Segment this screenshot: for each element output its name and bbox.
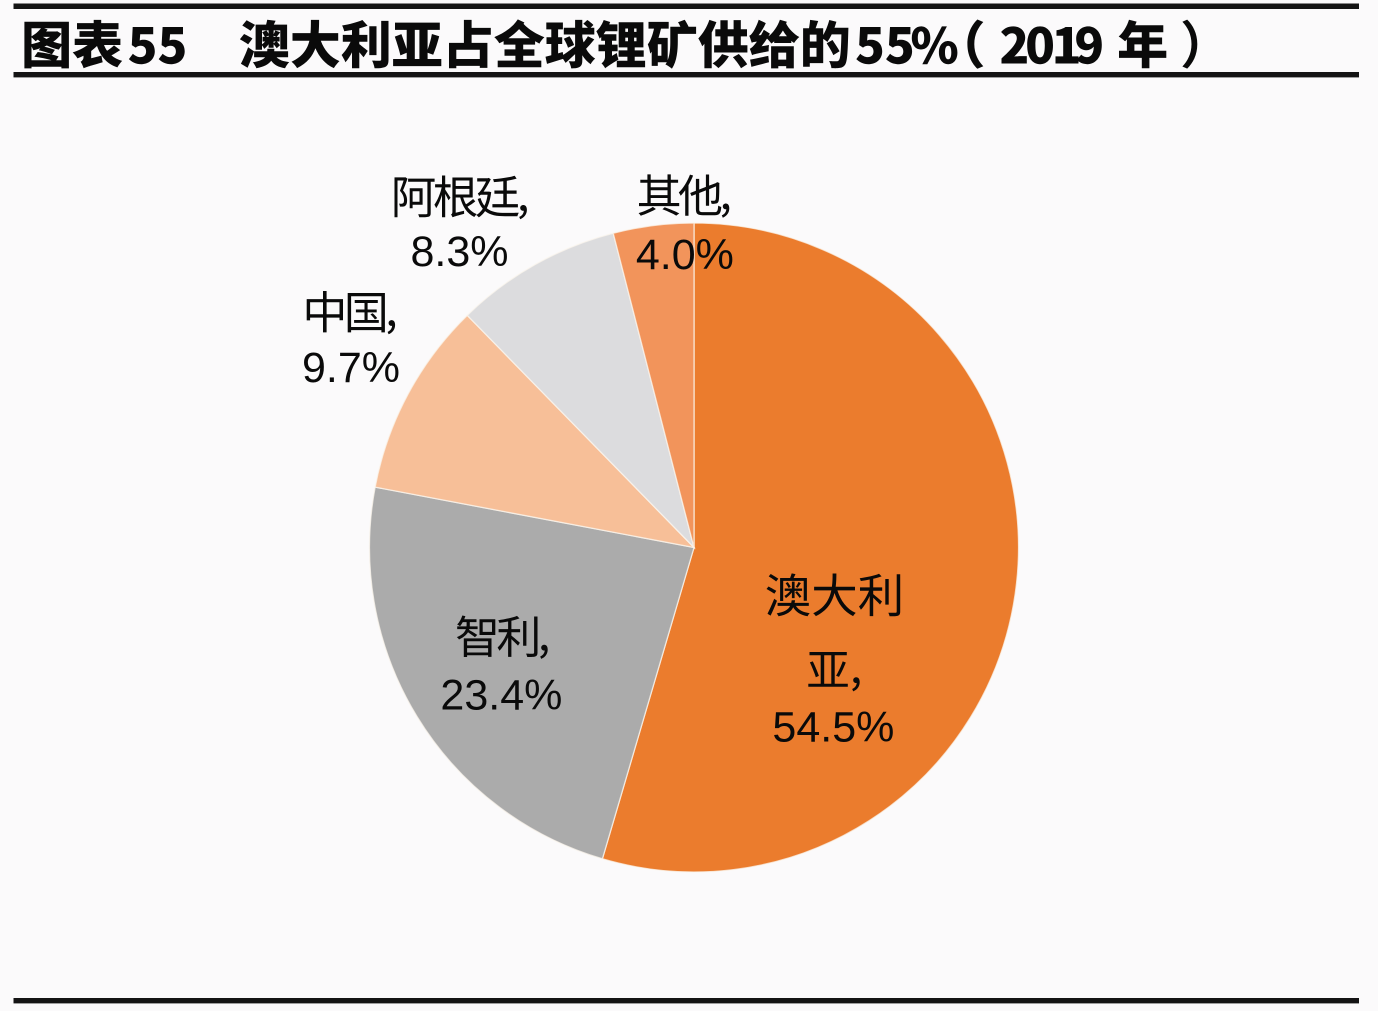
svg-text:54.5%: 54.5% (772, 703, 894, 751)
svg-text:8.3%: 8.3% (410, 228, 508, 276)
svg-text:9.7%: 9.7% (302, 344, 400, 392)
svg-text:23.4%: 23.4% (440, 672, 562, 720)
svg-text:4.0%: 4.0% (636, 231, 734, 279)
